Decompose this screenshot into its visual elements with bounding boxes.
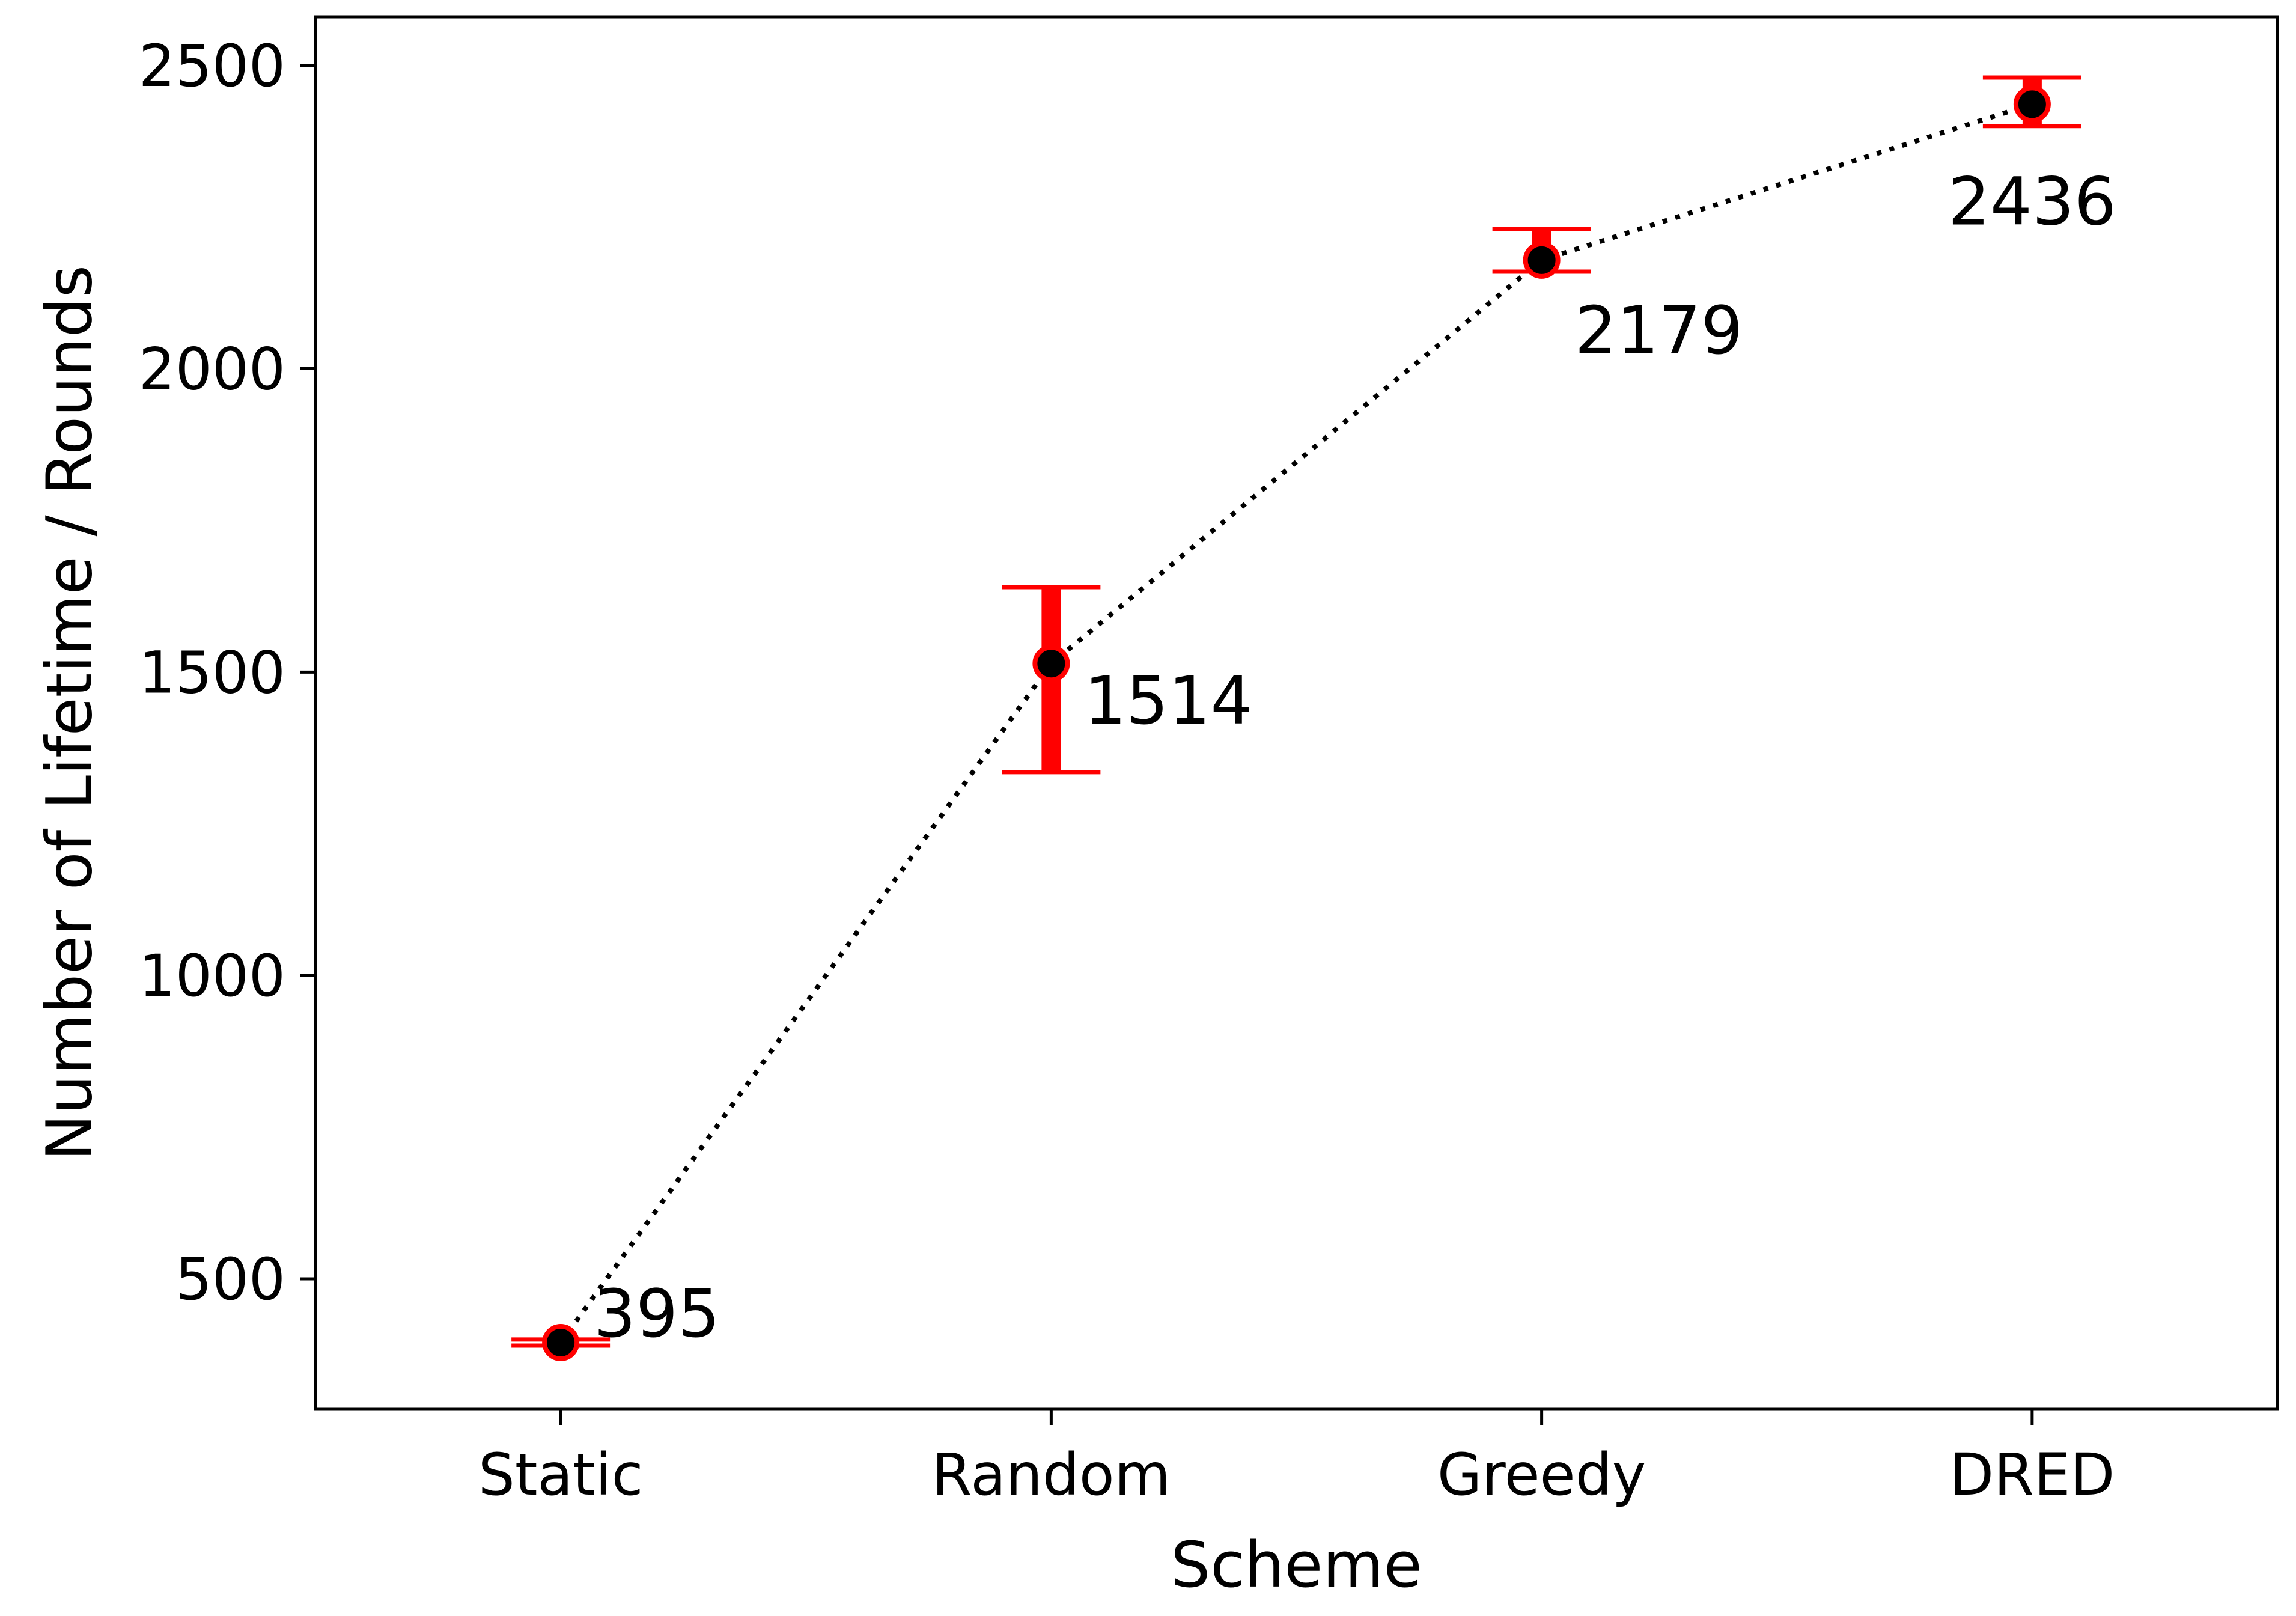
series-line: [558, 102, 2033, 1344]
data-label: 395: [594, 1275, 720, 1352]
data-point: [1523, 241, 1561, 279]
data-labels: 395 1514 2179 2436: [594, 163, 2116, 1352]
y-tick-label: 500: [175, 1246, 285, 1313]
x-tick-label: Greedy: [1437, 1441, 1646, 1508]
y-tick-label: 1000: [139, 942, 285, 1010]
y-tick-label: 2500: [139, 32, 285, 100]
x-axis-title: Scheme: [1171, 1528, 1422, 1602]
data-point: [2013, 85, 2051, 123]
data-point: [1032, 645, 1070, 683]
x-tick-label: Static: [478, 1441, 644, 1508]
plot-frame: [314, 15, 2279, 1411]
x-axis-ticks: Static Random Greedy DRED: [478, 1409, 2115, 1508]
data-label: 1514: [1084, 662, 1252, 739]
data-label: 2179: [1575, 292, 1743, 369]
y-tick-label: 1500: [139, 639, 285, 706]
data-label: 2436: [1948, 163, 2116, 240]
y-axis-ticks: 500 1000 1500 2000 2500: [139, 32, 315, 1313]
x-tick-label: DRED: [1949, 1441, 2115, 1508]
y-tick-label: 2000: [139, 336, 285, 403]
y-axis-title: Number of Lifetime / Rounds: [32, 265, 106, 1161]
error-bars: [511, 75, 2081, 1348]
data-point: [542, 1323, 580, 1361]
x-tick-label: Random: [932, 1441, 1171, 1508]
data-points: [542, 85, 2051, 1361]
